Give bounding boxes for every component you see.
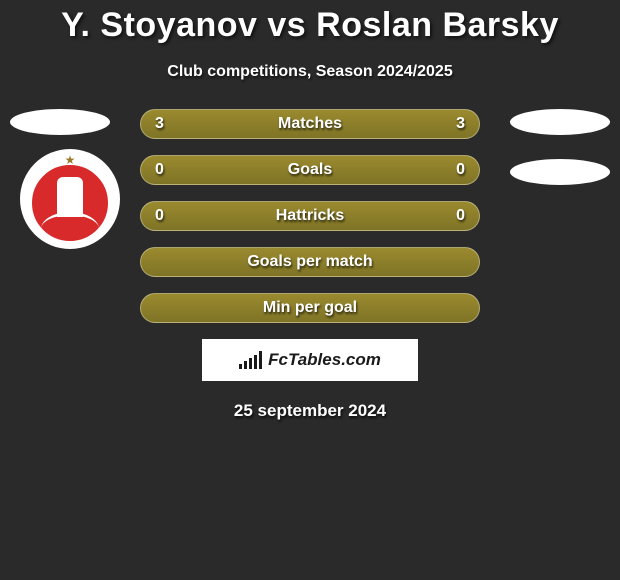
stats-rows: 3 Matches 3 0 Goals 0 0 Hattricks 0 Goal… — [140, 109, 480, 323]
stat-row-goals: 0 Goals 0 — [140, 155, 480, 185]
stat-label: Goals — [141, 156, 479, 184]
page-title: Y. Stoyanov vs Roslan Barsky — [0, 0, 620, 45]
stat-label: Matches — [141, 110, 479, 138]
stat-row-matches: 3 Matches 3 — [140, 109, 480, 139]
player-photo-placeholder-right-2 — [510, 159, 610, 185]
stat-row-hattricks: 0 Hattricks 0 — [140, 201, 480, 231]
stat-row-goals-per-match: Goals per match — [140, 247, 480, 277]
stat-right-value: 3 — [456, 110, 465, 138]
stat-row-min-per-goal: Min per goal — [140, 293, 480, 323]
watermark-text: FcTables.com — [268, 350, 381, 370]
date-text: 25 september 2024 — [0, 401, 620, 421]
stat-right-value: 0 — [456, 156, 465, 184]
player-photo-placeholder-right-1 — [510, 109, 610, 135]
stat-right-value: 0 — [456, 202, 465, 230]
stats-area: ★ 3 Matches 3 0 Goals 0 0 Hattricks 0 Go… — [0, 109, 620, 323]
stat-label: Goals per match — [141, 248, 479, 276]
stat-label: Hattricks — [141, 202, 479, 230]
chart-bars-icon — [239, 351, 262, 369]
watermark: FcTables.com — [202, 339, 418, 381]
player-photo-placeholder-left — [10, 109, 110, 135]
subtitle: Club competitions, Season 2024/2025 — [0, 63, 620, 81]
club-badge: ★ — [20, 149, 120, 249]
stat-label: Min per goal — [141, 294, 479, 322]
badge-inner-icon — [32, 165, 108, 241]
